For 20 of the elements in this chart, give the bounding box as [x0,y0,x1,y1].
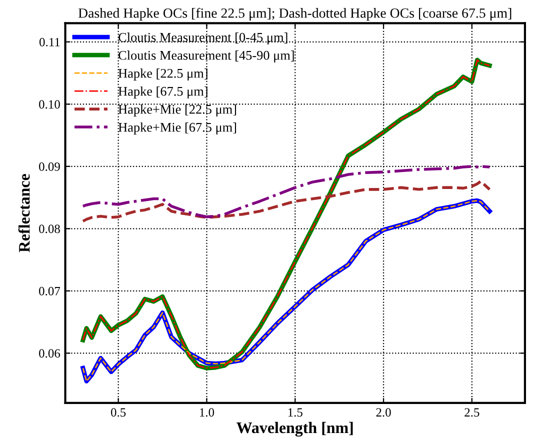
legend-label: Hapke+Mie [67.5 μm] [118,122,236,134]
x-tick-label: 2.5 [464,408,480,417]
legend-label: Cloutis Measurement [0-45 μm] [118,32,288,45]
y-axis-title: Reflectance [18,174,30,252]
y-tick-label: 0.10 [39,100,60,109]
legend-label: Hapke [22.5 μm] [118,68,208,80]
x-tick-label: 1.5 [288,408,302,417]
y-tick-label: 0.07 [39,286,60,296]
legend-label: Hapke+Mie [22.5 μm] [118,104,236,116]
chart-title: Dashed Hapke OCs [fine 22.5 μm]; Dash-dotted Hapke OCs [coarse 67.5 μm] [78,8,512,21]
y-tick-label: 0.06 [39,349,60,358]
y-tick-label: 0.08 [39,224,60,234]
x-tick-label: 0.5 [110,408,126,417]
x-tick-label: 1.0 [200,408,214,417]
x-tick-label: 2.0 [376,408,391,417]
y-tick-label: 0.11 [39,38,60,46]
legend-label: Cloutis Measurement [45-90 μm] [118,50,294,63]
x-axis-title: Wavelength [nm] [236,422,353,437]
y-tick-label: 0.09 [39,162,60,171]
legend-label: Hapke [67.5 μm] [118,86,208,98]
